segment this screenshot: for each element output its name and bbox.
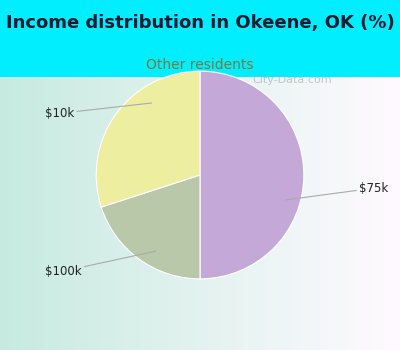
Text: Other residents: Other residents: [146, 58, 254, 72]
Text: Income distribution in Okeene, OK (%): Income distribution in Okeene, OK (%): [6, 14, 394, 32]
Text: $10k: $10k: [45, 103, 152, 120]
Wedge shape: [96, 71, 200, 207]
Wedge shape: [200, 71, 304, 279]
Wedge shape: [101, 175, 200, 279]
Text: City-Data.com: City-Data.com: [253, 75, 332, 85]
Text: $100k: $100k: [45, 251, 156, 278]
Text: $75k: $75k: [286, 182, 388, 200]
